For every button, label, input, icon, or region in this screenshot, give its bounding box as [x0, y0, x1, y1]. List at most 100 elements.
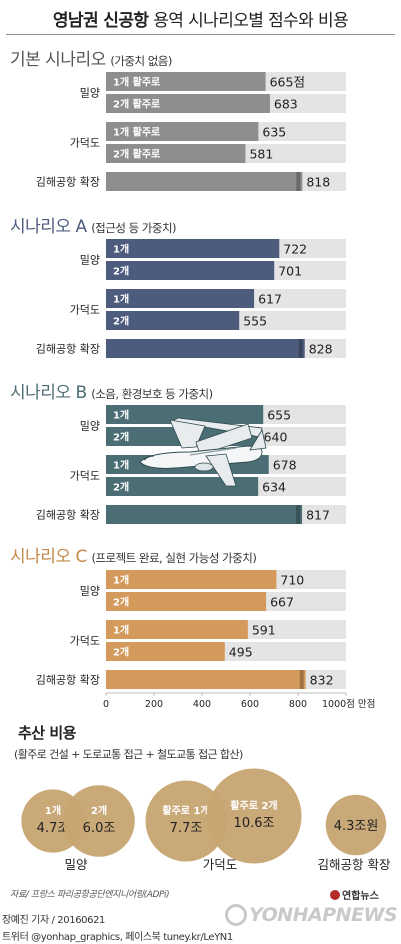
social-links: 트위터 @yonhap_graphics, 페이스북 tuney.kr/LeYN… — [2, 932, 233, 943]
score-bar — [106, 670, 306, 689]
cost-site-label: 가덕도 — [203, 857, 238, 872]
score-value: 667 — [270, 595, 294, 610]
site-label: 밀양 — [80, 87, 100, 100]
x-tick-label: 600 — [241, 699, 259, 710]
score-value: 710 — [280, 573, 304, 588]
runway-label: 2개 — [113, 646, 129, 659]
score-value: 640 — [264, 430, 288, 445]
cost-bubble — [145, 780, 227, 862]
site-label: 밀양 — [80, 420, 100, 433]
cost-bubble-label: 1개 — [45, 804, 61, 817]
section-header-base: 기본 시나리오 (가중치 없음) — [10, 50, 172, 70]
score-bar — [106, 311, 240, 330]
page-title: 영남권 신공항 용역 시나리오별 점수와 비용 — [52, 11, 349, 31]
runway-label: 1개 — [113, 293, 129, 306]
cost-bubble — [325, 794, 387, 856]
cost-bubble-value: 10.6조 — [234, 816, 275, 831]
cost-bubble — [63, 785, 135, 857]
cost-site-label: 김해공항 확장 — [318, 857, 391, 872]
score-value: 828 — [309, 342, 333, 357]
score-bar — [106, 592, 267, 611]
cost-bubble-label: 2개 — [91, 804, 107, 817]
score-bar — [106, 289, 255, 308]
runway-label: 1개 활주로 — [113, 76, 160, 89]
runway-label: 1개 — [113, 459, 129, 472]
score-value: 655 — [267, 408, 291, 423]
score-bar — [106, 620, 248, 639]
site-label: 김해공항 확장 — [36, 508, 100, 522]
score-value: 817 — [306, 508, 330, 523]
site-label: 밀양 — [80, 585, 100, 598]
site-label: 김해공항 확장 — [36, 673, 100, 687]
score-bar — [106, 339, 305, 358]
yonhap-logo: 연합뉴스 — [330, 887, 379, 902]
cost-site-label: 밀양 — [64, 857, 88, 872]
section-header-c: 시나리오 C (프로젝트 완료, 실현 가능성 가중치) — [10, 547, 257, 567]
cost-heading: 추산 비용 — [18, 724, 76, 742]
cost-bubble-value: 4.3조원 — [334, 819, 379, 834]
cost-bubble-value: 4.7조 — [37, 821, 70, 836]
cost-bubble — [206, 768, 302, 864]
score-value: 701 — [278, 264, 302, 279]
logo-mark-icon — [330, 890, 340, 900]
site-label: 가덕도 — [70, 470, 100, 483]
runway-label: 1개 — [113, 409, 129, 422]
section-header-a: 시나리오 A (접근성 등 가중치) — [10, 217, 177, 237]
runway-label: 2개 — [113, 596, 129, 609]
score-value: 665점 — [270, 75, 305, 90]
score-bar — [106, 172, 303, 191]
score-value: 818 — [306, 175, 330, 190]
score-value: 722 — [283, 242, 307, 257]
cost-bubble-value: 6.0조 — [83, 821, 116, 836]
title-divider — [6, 34, 395, 35]
runway-label: 1개 — [113, 624, 129, 637]
score-value: 634 — [262, 480, 286, 495]
score-value: 683 — [274, 97, 298, 112]
site-label: 밀양 — [80, 254, 100, 267]
score-bar — [106, 505, 303, 524]
site-label: 가덕도 — [70, 304, 100, 317]
score-bar — [106, 261, 275, 280]
score-value: 617 — [258, 292, 282, 307]
runway-label: 2개 활주로 — [113, 148, 160, 161]
x-tick-label: 800 — [289, 699, 307, 710]
score-bar — [106, 477, 259, 496]
score-bar — [106, 570, 277, 589]
score-value: 555 — [243, 314, 267, 329]
runway-label: 1개 — [113, 574, 129, 587]
score-bar — [106, 239, 280, 258]
airplane-icon — [139, 417, 267, 487]
runway-label: 2개 — [113, 431, 129, 444]
score-value: 635 — [262, 125, 286, 140]
site-label: 김해공항 확장 — [36, 175, 100, 189]
runway-label: 1개 — [113, 243, 129, 256]
watermark: YONHAPNEWS — [225, 904, 398, 926]
bar-edge — [296, 172, 301, 191]
score-bar — [106, 72, 266, 91]
x-tick-label: 1000점 만점 — [322, 698, 375, 710]
score-value: 495 — [229, 645, 253, 660]
runway-label: 1개 활주로 — [113, 126, 160, 139]
cost-bubble-label: 활주로 2개 — [230, 799, 277, 812]
runway-label: 2개 활주로 — [113, 98, 160, 111]
score-bar — [106, 642, 225, 661]
site-label: 가덕도 — [70, 137, 100, 150]
site-label: 김해공항 확장 — [36, 342, 100, 356]
runway-label: 2개 — [113, 265, 129, 278]
score-value: 678 — [273, 458, 297, 473]
cost-bubble-value: 7.7조 — [170, 821, 203, 836]
runway-label: 2개 — [113, 481, 129, 494]
section-header-b: 시나리오 B (소음, 환경보호 등 가중치) — [10, 383, 213, 403]
score-bar — [106, 405, 264, 424]
bar-edge — [298, 339, 303, 358]
score-value: 581 — [249, 147, 273, 162]
score-value: 832 — [310, 673, 334, 688]
score-value: 591 — [252, 623, 276, 638]
runway-label: 2개 — [113, 315, 129, 328]
cost-subheading: (활주로 건설 + 도로교통 접근 + 철도교통 접근 합산) — [14, 748, 243, 761]
source-note: 자료/ 프랑스 파리공항공단엔지니어링(ADPi) — [10, 890, 170, 900]
cost-bubble-label: 활주로 1개 — [162, 804, 209, 817]
x-tick-label: 400 — [193, 699, 211, 710]
score-bar — [106, 122, 259, 141]
site-label: 가덕도 — [70, 635, 100, 648]
